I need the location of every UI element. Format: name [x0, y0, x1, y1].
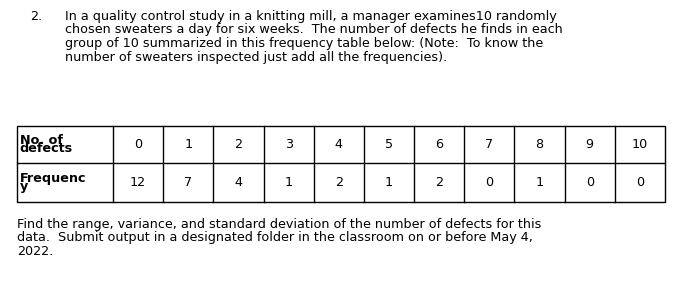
Text: 0: 0 [485, 176, 494, 189]
Text: 4: 4 [335, 138, 343, 151]
Text: 4: 4 [235, 176, 243, 189]
Text: 1: 1 [536, 176, 544, 189]
Text: y: y [20, 180, 28, 193]
Text: 5: 5 [385, 138, 393, 151]
Text: number of sweaters inspected just add all the frequencies).: number of sweaters inspected just add al… [65, 50, 447, 63]
Text: 12: 12 [130, 176, 146, 189]
Text: 2: 2 [335, 176, 343, 189]
Text: In a quality control study in a knitting mill, a manager examines10 randomly: In a quality control study in a knitting… [65, 10, 557, 23]
Text: 6: 6 [435, 138, 443, 151]
Text: 2022.: 2022. [17, 245, 54, 258]
Text: 0: 0 [636, 176, 644, 189]
Text: 7: 7 [485, 138, 494, 151]
Text: 1: 1 [285, 176, 293, 189]
Text: 7: 7 [184, 176, 193, 189]
Text: chosen sweaters a day for six weeks.  The number of defects he finds in each: chosen sweaters a day for six weeks. The… [65, 24, 563, 37]
Text: 0: 0 [586, 176, 594, 189]
Text: 2.: 2. [30, 10, 42, 23]
Text: 0: 0 [134, 138, 142, 151]
Text: 1: 1 [184, 138, 193, 151]
Text: 10: 10 [632, 138, 648, 151]
Text: defects: defects [20, 142, 73, 155]
Text: 8: 8 [536, 138, 544, 151]
Text: data.  Submit output in a designated folder in the classroom on or before May 4,: data. Submit output in a designated fold… [17, 232, 533, 245]
Text: 3: 3 [285, 138, 293, 151]
Text: 2: 2 [235, 138, 243, 151]
Text: group of 10 summarized in this frequency table below: (Note:  To know the: group of 10 summarized in this frequency… [65, 37, 543, 50]
Text: No. of: No. of [20, 134, 62, 147]
Text: 1: 1 [385, 176, 393, 189]
Text: Frequenc: Frequenc [20, 172, 86, 185]
Text: 9: 9 [586, 138, 594, 151]
Text: 2: 2 [435, 176, 443, 189]
Text: Find the range, variance, and standard deviation of the number of defects for th: Find the range, variance, and standard d… [17, 218, 541, 231]
